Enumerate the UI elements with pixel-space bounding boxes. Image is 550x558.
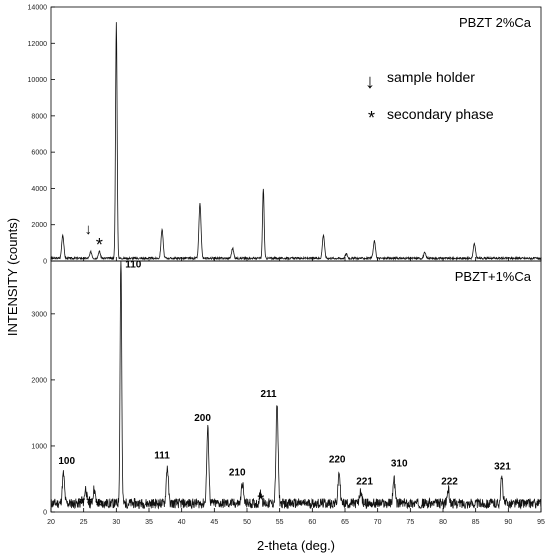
top-panel-frame — [50, 6, 542, 262]
top-series-line — [50, 22, 542, 261]
peak-label: 100 — [58, 456, 75, 467]
x-tick-label: 60 — [308, 519, 316, 526]
top-markers: ↓* — [84, 221, 102, 255]
peak-label: 310 — [391, 458, 408, 469]
peak-label: 111 — [154, 450, 170, 461]
secondary-phase-marker: * — [95, 496, 102, 516]
peak-label: 110 — [125, 260, 142, 271]
x-tick-label: 20 — [47, 519, 55, 526]
y-tick-label: 12000 — [28, 41, 48, 48]
legend-secondary-phase: secondary phase — [387, 106, 494, 122]
peak-label: 211 — [260, 389, 277, 400]
bottom-series-line — [50, 260, 542, 510]
legend-arrow-symbol: ↓ — [365, 71, 375, 93]
x-tick-label: 25 — [80, 519, 88, 526]
top-panel-label: PBZT 2%Ca — [459, 15, 532, 30]
secondary-phase-marker: * — [96, 235, 103, 255]
y-tick-label: 2000 — [31, 222, 47, 229]
x-axis-title: 2-theta (deg.) — [257, 538, 335, 553]
peak-label: 321 — [494, 462, 511, 473]
y-tick-label: 8000 — [31, 113, 47, 120]
y-tick-label: 0 — [43, 510, 47, 517]
x-tick-label: 80 — [439, 519, 447, 526]
peak-label: 221 — [356, 476, 373, 487]
bottom-markers: * * * * — [78, 491, 264, 516]
secondary-phase-marker: * — [257, 491, 264, 511]
sample-holder-marker: ↓ — [84, 221, 92, 238]
x-tick-label: 75 — [406, 519, 414, 526]
secondary-phase-marker: * — [86, 493, 93, 513]
y-tick-label: 1000 — [31, 443, 47, 450]
bottom-peak-labels: 100 110 111 200 210 211 220 221 310 222 321 — [58, 260, 511, 488]
y-tick-label: 10000 — [28, 77, 48, 84]
legend-sample-holder: sample holder — [387, 69, 475, 85]
x-tick-label: 45 — [210, 519, 218, 526]
y-tick-label: 14000 — [28, 5, 48, 12]
x-tick-label: 55 — [276, 519, 284, 526]
x-tick-label: 30 — [112, 519, 120, 526]
peak-label: 210 — [229, 468, 246, 479]
peak-label: 220 — [329, 454, 346, 465]
y-tick-label: 2000 — [31, 377, 47, 384]
y-tick-label: 6000 — [31, 150, 47, 157]
peak-label: 200 — [194, 413, 211, 424]
peak-label: 222 — [441, 476, 458, 487]
bottom-panel-label: PBZT+1%Ca — [455, 269, 532, 284]
top-panel: 0 2000 4000 6000 8000 10000 12000 14000 PBZT 2%… — [28, 5, 542, 266]
x-tick-label: 40 — [178, 519, 186, 526]
x-tick-label: 70 — [374, 519, 382, 526]
y-axis-title: INTENSITY (counts) — [5, 218, 20, 336]
top-y-ticks: 0 2000 4000 6000 8000 10000 12000 14000 — [28, 5, 542, 266]
legend-star-symbol: * — [368, 108, 375, 128]
secondary-phase-marker: * — [78, 493, 85, 513]
x-tick-label: 95 — [537, 519, 545, 526]
y-tick-label: 4000 — [31, 186, 47, 193]
x-tick-label: 35 — [145, 519, 153, 526]
x-tick-label: 90 — [504, 519, 512, 526]
y-tick-label: 3000 — [31, 311, 47, 318]
bottom-y-ticks: 0 1000 2000 3000 — [31, 311, 55, 517]
bottom-panel-frame — [50, 260, 542, 513]
x-tick-label: 50 — [243, 519, 251, 526]
x-tick-label: 65 — [341, 519, 349, 526]
x-tick-label: 85 — [472, 519, 480, 526]
bottom-x-ticks: 20 25 30 35 40 45 50 55 60 65 70 75 80 85 90 95 — [47, 508, 545, 526]
y-tick-label: 0 — [43, 259, 47, 266]
